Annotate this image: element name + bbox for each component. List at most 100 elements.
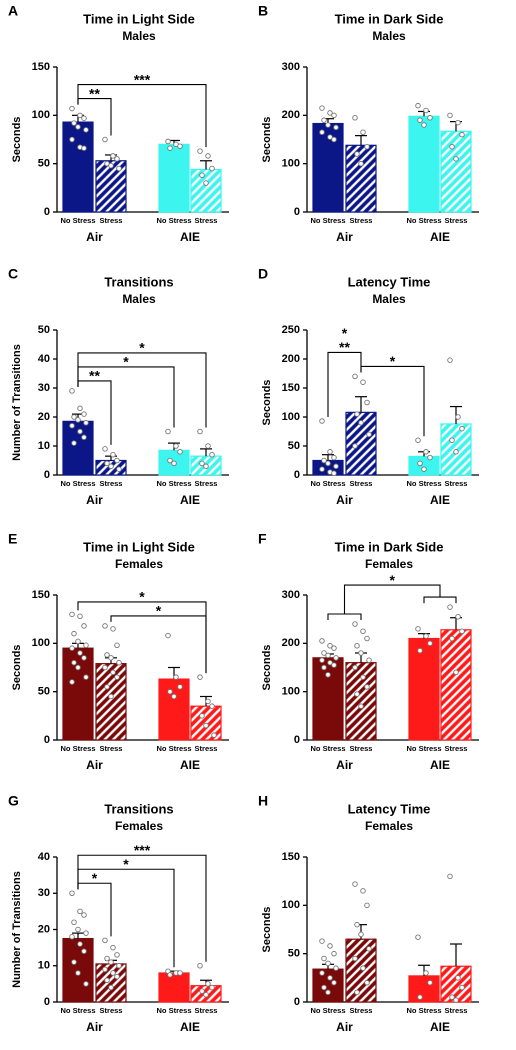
- panel-letter: A: [8, 3, 18, 19]
- data-point: [319, 418, 325, 424]
- bar: [345, 144, 377, 213]
- data-point: [108, 162, 114, 169]
- data-point: [352, 373, 358, 380]
- x-tick-label: Stress: [195, 216, 218, 225]
- data-point: [104, 652, 110, 658]
- data-point: [77, 112, 83, 119]
- data-point: [427, 979, 433, 986]
- data-point: [417, 117, 423, 123]
- significance-label: *: [390, 353, 396, 369]
- chart-title: Time in Dark Side: [335, 539, 444, 554]
- chart-title: Latency Time: [348, 801, 431, 816]
- y-tick-label: 0: [44, 206, 50, 218]
- data-point: [415, 934, 421, 940]
- y-tick-label: 20: [38, 411, 50, 423]
- bar: [62, 647, 94, 741]
- data-point: [199, 460, 205, 467]
- data-point: [333, 463, 339, 470]
- data-point: [102, 136, 108, 143]
- data-point: [71, 630, 77, 637]
- significance-label: *: [342, 325, 348, 341]
- x-tick-label: Stress: [350, 1006, 373, 1015]
- data-point: [197, 963, 203, 969]
- data-point: [325, 122, 331, 128]
- data-point: [110, 944, 116, 951]
- significance-bracket: [77, 352, 207, 428]
- x-tick-label: Stress: [445, 744, 468, 753]
- chart-title: Time in Light Side: [83, 539, 195, 554]
- y-axis-label: Seconds: [261, 117, 273, 163]
- data-point: [83, 981, 89, 987]
- y-tick-label: 150: [282, 851, 300, 863]
- chart-subtitle: Females: [365, 557, 413, 571]
- data-point: [102, 966, 108, 973]
- data-point: [171, 693, 177, 700]
- y-axis-label: Seconds: [11, 645, 23, 691]
- data-point: [333, 124, 339, 131]
- data-point: [199, 988, 205, 994]
- data-point: [364, 143, 370, 150]
- x-tick-label: Stress: [100, 479, 123, 488]
- data-point: [423, 449, 429, 455]
- data-point: [77, 613, 83, 620]
- data-point: [319, 466, 325, 472]
- data-point: [352, 664, 358, 671]
- data-point: [333, 965, 339, 971]
- y-tick-label: 300: [282, 589, 300, 601]
- panel-letter: B: [258, 3, 268, 19]
- data-point: [327, 975, 333, 981]
- bar: [158, 143, 190, 213]
- data-point: [102, 446, 108, 452]
- y-tick-label: 50: [288, 440, 300, 452]
- chart-title: Transitions: [104, 274, 173, 289]
- data-point: [352, 955, 358, 962]
- chart-subtitle: Males: [122, 29, 156, 43]
- data-point: [108, 959, 114, 965]
- y-tick-label: 100: [282, 411, 300, 423]
- data-point: [327, 134, 333, 140]
- bar: [408, 115, 440, 213]
- data-point: [77, 650, 83, 656]
- x-tick-label: No Stress: [156, 216, 191, 225]
- data-point: [71, 959, 77, 965]
- x-tick-label: No Stress: [406, 216, 441, 225]
- data-point: [358, 650, 364, 656]
- x-tick-label: No Stress: [310, 479, 345, 488]
- significance-bracket: [77, 854, 207, 962]
- group-label: Air: [336, 493, 353, 507]
- y-tick-label: 40: [38, 851, 50, 863]
- y-axis-label: Seconds: [261, 645, 273, 691]
- data-point: [327, 643, 333, 649]
- x-tick-label: No Stress: [156, 744, 191, 753]
- data-point: [321, 117, 327, 123]
- data-point: [459, 425, 465, 432]
- data-point: [102, 664, 108, 671]
- data-point: [71, 919, 77, 926]
- data-point: [83, 420, 89, 426]
- x-tick-label: Stress: [100, 216, 123, 225]
- data-point: [69, 645, 75, 651]
- data-point: [81, 655, 87, 661]
- x-tick-label: No Stress: [156, 1006, 191, 1015]
- y-tick-label: 0: [294, 996, 300, 1008]
- data-point: [83, 930, 89, 936]
- data-point: [327, 659, 333, 666]
- data-point: [364, 979, 370, 986]
- data-point: [352, 881, 358, 887]
- data-point: [447, 604, 453, 610]
- y-tick-label: 200: [282, 109, 300, 121]
- data-point: [354, 989, 360, 996]
- y-tick-label: 150: [32, 61, 50, 73]
- data-point: [331, 645, 337, 651]
- data-point: [360, 965, 366, 971]
- group-label: AIE: [180, 1020, 200, 1034]
- data-point: [108, 463, 114, 470]
- x-tick-label: No Stress: [60, 744, 95, 753]
- data-point: [114, 674, 120, 680]
- bar: [440, 965, 472, 1003]
- y-tick-label: 0: [44, 996, 50, 1008]
- data-point: [427, 114, 433, 121]
- data-point: [110, 669, 116, 676]
- data-point: [81, 948, 87, 955]
- x-tick-label: No Stress: [156, 479, 191, 488]
